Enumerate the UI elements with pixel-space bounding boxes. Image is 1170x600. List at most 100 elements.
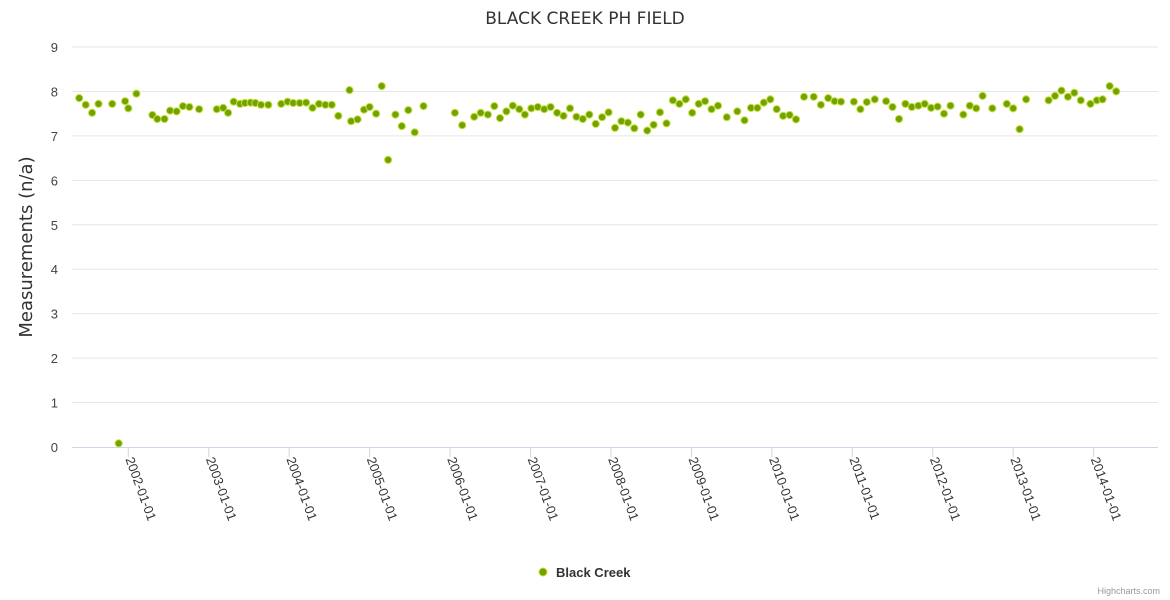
data-point[interactable] bbox=[701, 97, 710, 106]
data-point[interactable] bbox=[901, 99, 910, 109]
data-point[interactable] bbox=[490, 102, 499, 111]
data-point[interactable] bbox=[520, 110, 530, 119]
data-point[interactable] bbox=[108, 99, 117, 109]
data-point[interactable] bbox=[946, 101, 955, 110]
data-point[interactable] bbox=[753, 103, 762, 113]
data-point[interactable] bbox=[377, 82, 386, 91]
data-point[interactable] bbox=[345, 86, 354, 95]
data-point[interactable] bbox=[384, 155, 393, 164]
data-point[interactable] bbox=[578, 114, 587, 124]
data-point[interactable] bbox=[264, 100, 273, 109]
data-point[interactable] bbox=[862, 98, 871, 107]
data-point[interactable] bbox=[81, 100, 90, 109]
data-point[interactable] bbox=[585, 110, 594, 119]
data-point[interactable] bbox=[972, 104, 981, 113]
data-point[interactable] bbox=[713, 101, 723, 110]
data-point[interactable] bbox=[894, 114, 904, 124]
data-point[interactable] bbox=[124, 104, 133, 113]
data-point[interactable] bbox=[114, 439, 123, 448]
data-point[interactable] bbox=[1076, 96, 1085, 105]
data-point[interactable] bbox=[824, 94, 833, 103]
series-black-creek[interactable] bbox=[75, 82, 1121, 448]
data-point[interactable] bbox=[502, 107, 511, 116]
data-point[interactable] bbox=[397, 122, 406, 131]
data-point[interactable] bbox=[219, 103, 228, 113]
data-point[interactable] bbox=[907, 102, 916, 112]
data-point[interactable] bbox=[1044, 96, 1053, 105]
data-point[interactable] bbox=[410, 128, 419, 137]
data-point[interactable] bbox=[959, 110, 968, 119]
data-point[interactable] bbox=[302, 98, 311, 107]
data-point[interactable] bbox=[515, 105, 524, 114]
data-point[interactable] bbox=[1009, 104, 1018, 113]
data-point[interactable] bbox=[458, 121, 467, 130]
data-point[interactable] bbox=[791, 115, 801, 124]
data-point[interactable] bbox=[1098, 95, 1107, 104]
legend-marker[interactable] bbox=[538, 567, 548, 577]
data-point[interactable] bbox=[160, 114, 169, 124]
data-point[interactable] bbox=[988, 104, 997, 113]
data-point[interactable] bbox=[495, 114, 505, 123]
data-point[interactable] bbox=[939, 109, 949, 118]
data-point[interactable] bbox=[88, 108, 97, 117]
data-point[interactable] bbox=[75, 94, 84, 103]
data-point[interactable] bbox=[668, 96, 678, 105]
data-point[interactable] bbox=[733, 107, 742, 116]
data-point[interactable] bbox=[327, 100, 336, 109]
data-point[interactable] bbox=[643, 126, 652, 135]
data-point[interactable] bbox=[1002, 99, 1011, 109]
data-point[interactable] bbox=[591, 119, 600, 129]
data-point[interactable] bbox=[836, 97, 846, 106]
data-point[interactable] bbox=[623, 118, 633, 127]
legend[interactable]: Black Creek bbox=[538, 565, 631, 580]
data-point[interactable] bbox=[1070, 88, 1079, 97]
data-point[interactable] bbox=[809, 92, 818, 101]
data-point[interactable] bbox=[195, 105, 204, 114]
data-point[interactable] bbox=[372, 109, 381, 118]
data-point[interactable] bbox=[527, 104, 536, 113]
data-point[interactable] bbox=[662, 119, 671, 128]
data-point[interactable] bbox=[649, 120, 658, 129]
data-point[interactable] bbox=[655, 108, 665, 117]
data-point[interactable] bbox=[1022, 95, 1031, 104]
data-point[interactable] bbox=[849, 97, 859, 106]
data-point[interactable] bbox=[334, 111, 343, 121]
data-point[interactable] bbox=[688, 108, 697, 117]
data-point[interactable] bbox=[920, 99, 929, 109]
data-point[interactable] bbox=[365, 102, 374, 112]
data-point[interactable] bbox=[772, 105, 781, 114]
data-point[interactable] bbox=[308, 103, 317, 113]
data-point[interactable] bbox=[610, 123, 620, 133]
data-point[interactable] bbox=[816, 100, 826, 109]
data-point[interactable] bbox=[933, 102, 942, 111]
data-point[interactable] bbox=[476, 108, 485, 117]
data-point[interactable] bbox=[978, 91, 987, 101]
data-point[interactable] bbox=[553, 108, 562, 117]
data-point[interactable] bbox=[1086, 99, 1095, 109]
data-point[interactable] bbox=[404, 106, 413, 115]
data-point[interactable] bbox=[675, 99, 684, 109]
data-point[interactable] bbox=[1015, 125, 1024, 134]
data-point[interactable] bbox=[766, 95, 775, 104]
data-point[interactable] bbox=[617, 117, 626, 126]
data-point[interactable] bbox=[1112, 87, 1121, 96]
data-point[interactable] bbox=[391, 110, 400, 119]
data-point[interactable] bbox=[785, 110, 794, 120]
data-point[interactable] bbox=[508, 101, 517, 110]
data-point[interactable] bbox=[185, 102, 194, 112]
data-point[interactable] bbox=[598, 113, 607, 122]
data-point[interactable] bbox=[799, 92, 809, 101]
data-point[interactable] bbox=[94, 99, 103, 109]
data-point[interactable] bbox=[132, 89, 141, 98]
data-point[interactable] bbox=[927, 103, 936, 113]
data-point[interactable] bbox=[353, 115, 362, 124]
data-point[interactable] bbox=[882, 97, 891, 106]
data-point[interactable] bbox=[888, 102, 897, 112]
data-point[interactable] bbox=[224, 108, 233, 117]
data-point[interactable] bbox=[470, 112, 479, 121]
data-point[interactable] bbox=[722, 113, 731, 122]
data-point[interactable] bbox=[1050, 91, 1060, 101]
data-point[interactable] bbox=[559, 111, 568, 121]
data-point[interactable] bbox=[630, 124, 639, 133]
data-point[interactable] bbox=[870, 95, 879, 104]
